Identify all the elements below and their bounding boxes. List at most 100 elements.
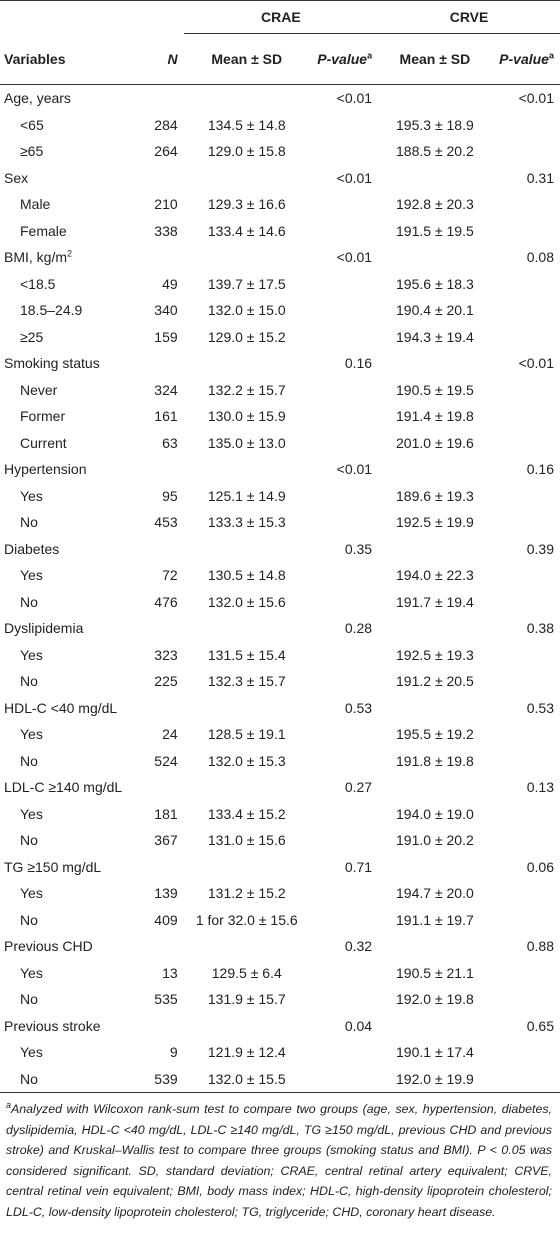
table-row: No 367 131.0 ± 15.6 191.0 ± 20.2 bbox=[0, 827, 560, 854]
cell-crve-p bbox=[492, 1039, 560, 1066]
cell-crae-p: 0.71 bbox=[344, 858, 373, 875]
cell-n: 340 bbox=[154, 302, 178, 319]
cell-variable: Hypertension bbox=[4, 461, 87, 478]
cell-crve-p bbox=[492, 668, 560, 695]
cell-crae-mean: 1 for 32.0 ± 15.6 bbox=[195, 911, 298, 928]
cell-crae-p bbox=[310, 112, 378, 139]
cell-crve-p: 0.16 bbox=[526, 461, 554, 478]
cell-crve-p: 0.65 bbox=[526, 1017, 554, 1034]
cell-n bbox=[144, 165, 183, 192]
cell-n: 324 bbox=[154, 381, 178, 398]
cell-crae-mean bbox=[184, 165, 310, 192]
column-header-p-crve: P-valuea bbox=[499, 50, 554, 67]
cell-n: 539 bbox=[154, 1070, 178, 1087]
cell-crae-p: <0.01 bbox=[336, 169, 373, 186]
table-group-row: LDL-C ≥140 mg/dL 0.27 0.13 bbox=[0, 774, 560, 801]
cell-crve-mean: 189.6 ± 19.3 bbox=[396, 487, 474, 504]
cell-n: 225 bbox=[154, 673, 178, 690]
cell-crae-mean: 131.0 ± 15.6 bbox=[207, 832, 286, 849]
cell-n: 284 bbox=[154, 116, 178, 133]
cell-variable: Yes bbox=[20, 487, 43, 504]
cell-crae-mean: 130.0 ± 15.9 bbox=[207, 408, 286, 425]
cell-crve-p bbox=[492, 138, 560, 165]
cell-crve-p: <0.01 bbox=[518, 90, 554, 107]
cell-n: 524 bbox=[154, 752, 178, 769]
cell-crae-p bbox=[310, 218, 378, 245]
footnote-marker: a bbox=[6, 1099, 12, 1110]
cell-crae-mean: 134.5 ± 14.8 bbox=[207, 116, 286, 133]
cell-crve-mean bbox=[378, 933, 492, 960]
cell-crae-p bbox=[310, 562, 378, 589]
cell-crve-p: 0.13 bbox=[526, 779, 554, 796]
cell-n bbox=[144, 350, 183, 377]
cell-crae-p bbox=[310, 191, 378, 218]
table-body: Age, years <0.01 <0.01 <65 284 134.5 ± 14.8 19… bbox=[0, 85, 560, 1093]
table-row: Male 210 129.3 ± 16.6 192.8 ± 20.3 bbox=[0, 191, 560, 218]
cell-crae-mean: 132.0 ± 15.0 bbox=[207, 302, 286, 319]
cell-crae-mean: 121.9 ± 12.4 bbox=[207, 1044, 286, 1061]
cell-variable: Yes bbox=[20, 885, 43, 902]
cell-n: 72 bbox=[162, 567, 178, 584]
cell-crae-mean bbox=[184, 1013, 310, 1040]
cell-crae-mean: 129.0 ± 15.8 bbox=[207, 143, 286, 160]
cell-crve-p: <0.01 bbox=[518, 355, 554, 372]
cell-crve-mean: 188.5 ± 20.2 bbox=[396, 143, 474, 160]
cell-crve-p bbox=[492, 191, 560, 218]
table-row: No 453 133.3 ± 15.3 192.5 ± 19.9 bbox=[0, 509, 560, 536]
cell-n bbox=[144, 933, 183, 960]
cell-crve-mean bbox=[378, 244, 492, 271]
cell-crve-p bbox=[492, 562, 560, 589]
cell-n bbox=[144, 774, 183, 801]
cell-crae-mean: 129.5 ± 6.4 bbox=[211, 964, 282, 981]
cell-crve-p bbox=[492, 1066, 560, 1093]
cell-variable: No bbox=[20, 832, 38, 849]
cell-crve-p bbox=[492, 218, 560, 245]
cell-crve-p bbox=[492, 271, 560, 298]
cell-crve-mean bbox=[378, 695, 492, 722]
table-row: No 409 1 for 32.0 ± 15.6 191.1 ± 19.7 bbox=[0, 907, 560, 934]
cell-crae-mean bbox=[184, 695, 310, 722]
cell-crae-mean: 131.9 ± 15.7 bbox=[207, 991, 286, 1008]
cell-n: 181 bbox=[154, 805, 178, 822]
cell-crve-p bbox=[492, 589, 560, 616]
cell-variable: Age, years bbox=[4, 90, 71, 107]
cell-crae-p bbox=[310, 377, 378, 404]
column-header-n: N bbox=[167, 50, 178, 67]
cell-variable: Dyslipidemia bbox=[4, 620, 84, 637]
cell-n: 24 bbox=[162, 726, 178, 743]
cell-n bbox=[144, 854, 183, 881]
cell-crve-p: 0.08 bbox=[526, 249, 554, 266]
cell-n: 535 bbox=[154, 991, 178, 1008]
cell-crve-mean: 194.3 ± 19.4 bbox=[396, 328, 474, 345]
cell-crae-mean: 133.4 ± 15.2 bbox=[207, 805, 286, 822]
cell-variable: Yes bbox=[20, 567, 43, 584]
cell-crae-mean: 132.0 ± 15.3 bbox=[207, 752, 286, 769]
cell-variable: Previous stroke bbox=[4, 1017, 101, 1034]
cell-crae-p bbox=[310, 1039, 378, 1066]
table-row: Yes 13 129.5 ± 6.4 190.5 ± 21.1 bbox=[0, 960, 560, 987]
cell-n: 453 bbox=[154, 514, 178, 531]
cell-crve-p: 0.06 bbox=[526, 858, 554, 875]
cell-n: 161 bbox=[154, 408, 178, 425]
cell-crve-p bbox=[492, 827, 560, 854]
footnote-text: Analyzed with Wilcoxon rank-sum test to … bbox=[6, 1102, 552, 1219]
cell-crae-p: 0.16 bbox=[344, 355, 373, 372]
cell-crae-p: <0.01 bbox=[336, 90, 373, 107]
cell-crae-mean: 133.4 ± 14.6 bbox=[207, 222, 286, 239]
cell-variable: Diabetes bbox=[4, 540, 60, 557]
cell-crve-mean bbox=[378, 85, 492, 112]
cell-n: 63 bbox=[162, 434, 178, 451]
cell-crae-p bbox=[310, 986, 378, 1013]
cell-crve-p: 0.88 bbox=[526, 938, 554, 955]
cell-crve-mean: 191.8 ± 19.8 bbox=[396, 752, 474, 769]
cell-crve-mean bbox=[378, 1013, 492, 1040]
cell-variable: Yes bbox=[20, 964, 43, 981]
cell-crae-p: 0.53 bbox=[344, 699, 373, 716]
cell-crve-p bbox=[492, 297, 560, 324]
table-group-row: Sex <0.01 0.31 bbox=[0, 165, 560, 192]
cell-variable: Previous CHD bbox=[4, 938, 93, 955]
cell-crve-p bbox=[492, 509, 560, 536]
cell-crae-mean bbox=[184, 536, 310, 563]
cell-variable: Smoking status bbox=[4, 355, 100, 372]
cell-crve-p bbox=[492, 986, 560, 1013]
